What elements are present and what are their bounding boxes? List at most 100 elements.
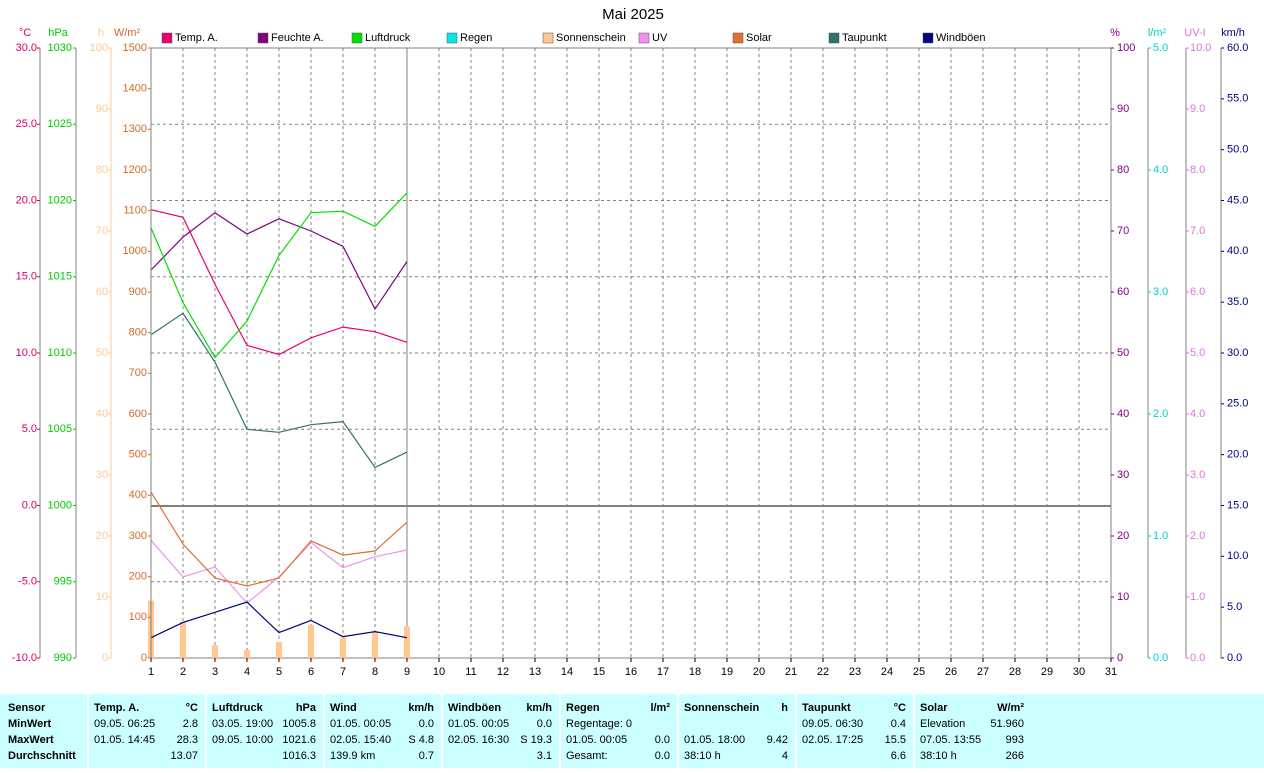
y-tick-label: 0.0	[1153, 652, 1168, 664]
section-unit: h	[781, 702, 788, 714]
x-tick-label: 22	[817, 666, 829, 678]
legend-label: Sonnenschein	[556, 32, 626, 44]
cell: 2.8	[183, 718, 198, 730]
cell: 01.05. 00:05	[330, 718, 391, 730]
y-tick-label: 45.0	[1227, 194, 1248, 206]
y-tick-label: 40.0	[1227, 245, 1248, 257]
cell: 01.05. 00:05	[448, 718, 509, 730]
y-tick-label: 5.0	[1153, 42, 1168, 54]
cell: 6.6	[891, 750, 906, 762]
y-tick-label: 7.0	[1190, 225, 1205, 237]
x-tick-label: 27	[977, 666, 989, 678]
y-tick-label: 10.0	[1227, 550, 1248, 562]
cell: 02.05. 17:25	[802, 734, 863, 746]
y-tick-label: 20	[1117, 530, 1129, 542]
y-tick-label: 10	[1117, 591, 1129, 603]
x-tick-label: 29	[1041, 666, 1053, 678]
y-tick-label: 20.0	[16, 194, 37, 206]
line	[150, 192, 408, 359]
y-tick-label: 500	[129, 449, 147, 461]
x-tick-label: 10	[433, 666, 445, 678]
cell: 0.4	[891, 718, 906, 730]
cell: 01.05. 14:45	[94, 734, 155, 746]
y-tick-label: 900	[129, 286, 147, 298]
cell: 02.05. 16:30	[448, 734, 509, 746]
y-tick-label: 1010	[48, 347, 72, 359]
y-tick-label: 1000	[123, 245, 147, 257]
y-tick-label: 80	[96, 164, 108, 176]
y-tick-label: 0.0	[22, 499, 37, 511]
y-tick-label: 60	[96, 286, 108, 298]
y-tick-label: -5.0	[18, 576, 37, 588]
y-tick-label: 1025	[48, 118, 72, 130]
stats-background	[0, 694, 1264, 768]
x-tick-label: 19	[721, 666, 733, 678]
y-tick-label: 100	[129, 611, 147, 623]
y-tick-label: 30.0	[1227, 347, 1248, 359]
x-tick-label: 25	[913, 666, 925, 678]
legend-label: Windböen	[936, 32, 986, 44]
y-tick-label: 0.0	[1227, 652, 1242, 664]
cell: Elevation	[920, 718, 965, 730]
cell: 0.0	[419, 718, 434, 730]
legend-swatch	[922, 32, 934, 44]
row-label: Sensor	[8, 702, 46, 714]
y-tick-label: 55.0	[1227, 93, 1248, 105]
section-title: Regen	[566, 702, 600, 714]
section-title: Taupunkt	[802, 702, 851, 714]
cell: 139.9 km	[330, 750, 375, 762]
cell: 03.05. 19:00	[212, 718, 273, 730]
y-tick-label: 20	[96, 530, 108, 542]
section-unit: °C	[186, 702, 198, 714]
bar	[372, 631, 378, 658]
legend-label: Solar	[746, 32, 772, 44]
y-tick-label: 4.0	[1153, 164, 1168, 176]
y-tick-label: 40	[1117, 408, 1129, 420]
y-tick-label: 0	[1117, 652, 1123, 664]
y-tick-label: 35.0	[1227, 296, 1248, 308]
bar	[276, 642, 282, 658]
legend-label: Luftdruck	[365, 32, 411, 44]
y-tick-label: 1200	[123, 164, 147, 176]
y-tick-label: 2.0	[1153, 408, 1168, 420]
y-tick-label: 0	[102, 652, 108, 664]
y-tick-label: 90	[96, 103, 108, 115]
y-tick-label: 15.0	[1227, 499, 1248, 511]
y-tick-label: 0	[141, 652, 147, 664]
y-tick-label: 800	[129, 327, 147, 339]
y-tick-label: 1.0	[1153, 530, 1168, 542]
section-title: Windböen	[448, 702, 501, 714]
bar	[340, 637, 346, 658]
section-title: Temp. A.	[94, 702, 139, 714]
y-tick-label: 30.0	[16, 42, 37, 54]
cell: 02.05. 15:40	[330, 734, 391, 746]
y-tick-label: 8.0	[1190, 164, 1205, 176]
cell: S 4.8	[408, 734, 434, 746]
legend-swatch	[161, 32, 173, 44]
y-tick-label: 10.0	[16, 347, 37, 359]
y-tick-label: 10.0	[1190, 42, 1211, 54]
cell: 13.07	[170, 750, 198, 762]
section-unit: W/m²	[997, 702, 1024, 714]
bar	[244, 650, 250, 658]
y-tick-label: 40	[96, 408, 108, 420]
y-tick-label: 1400	[123, 83, 147, 95]
axis-unit: W/m²	[114, 27, 141, 39]
y-tick-label: 3.0	[1190, 469, 1205, 481]
x-tick-label: 12	[497, 666, 509, 678]
y-tick-label: 700	[129, 367, 147, 379]
x-tick-label: 20	[753, 666, 765, 678]
y-tick-label: 1005	[48, 423, 72, 435]
cell: 01.05. 00:05	[566, 734, 627, 746]
axis-unit: h	[98, 27, 104, 39]
y-tick-label: 100	[90, 42, 108, 54]
y-tick-label: 1020	[48, 194, 72, 206]
legend-swatch	[828, 32, 840, 44]
cell: Regentage: 0	[566, 718, 632, 730]
y-tick-label: 5.0	[1227, 601, 1242, 613]
legend-label: Feuchte A.	[271, 32, 324, 44]
x-tick-label: 11	[465, 666, 476, 678]
cell: 51.960	[990, 718, 1024, 730]
x-tick-label: 28	[1009, 666, 1021, 678]
